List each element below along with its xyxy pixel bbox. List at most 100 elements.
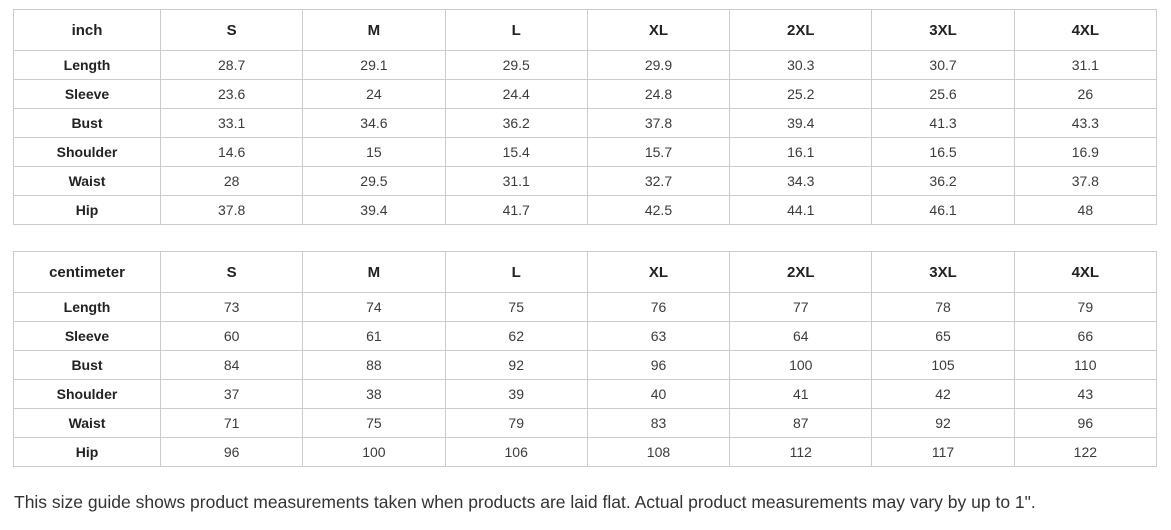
value-cell: 28.7 — [159, 50, 304, 80]
value-cell: 42.5 — [586, 195, 731, 225]
header-row: centimeter S M L XL 2XL 3XL 4XL — [13, 251, 1158, 293]
value-cell: 31.1 — [1013, 50, 1158, 80]
size-guide-note: This size guide shows product measuremen… — [14, 492, 1036, 512]
value-cell: 29.1 — [302, 50, 446, 80]
row-label-cell: Waist — [13, 166, 161, 196]
value-cell: 110 — [1013, 350, 1158, 380]
table-row: Bust 33.1 34.6 36.2 37.8 39.4 41.3 43.3 — [13, 108, 1158, 138]
value-cell: 37 — [159, 379, 304, 409]
size-header-cell: XL — [586, 251, 731, 293]
value-cell: 39.4 — [729, 108, 873, 138]
table-row: Sleeve 60 61 62 63 64 65 66 — [13, 321, 1158, 351]
value-cell: 96 — [159, 437, 304, 467]
value-cell: 40 — [586, 379, 731, 409]
value-cell: 29.9 — [586, 50, 731, 80]
value-cell: 16.1 — [729, 137, 873, 167]
size-header-cell: 2XL — [729, 9, 873, 51]
table-row: Bust 84 88 92 96 100 105 110 — [13, 350, 1158, 380]
size-table-centimeter: centimeter S M L XL 2XL 3XL 4XL Length 73 74 75 76 77… — [13, 251, 1158, 467]
value-cell: 79 — [1013, 292, 1158, 322]
value-cell: 39.4 — [302, 195, 446, 225]
unit-header-cell: centimeter — [13, 251, 161, 293]
size-header-cell: M — [302, 9, 446, 51]
size-header-cell: 4XL — [1013, 251, 1158, 293]
size-header-cell: XL — [586, 9, 731, 51]
row-label-cell: Shoulder — [13, 137, 161, 167]
row-label-cell: Sleeve — [13, 321, 161, 351]
value-cell: 112 — [729, 437, 873, 467]
value-cell: 41.3 — [871, 108, 1015, 138]
value-cell: 64 — [729, 321, 873, 351]
value-cell: 96 — [586, 350, 731, 380]
value-cell: 60 — [159, 321, 304, 351]
value-cell: 31.1 — [444, 166, 588, 196]
value-cell: 29.5 — [302, 166, 446, 196]
table-row: Hip 37.8 39.4 41.7 42.5 44.1 46.1 48 — [13, 195, 1158, 225]
value-cell: 15.7 — [586, 137, 731, 167]
size-header-cell: M — [302, 251, 446, 293]
row-label-cell: Length — [13, 50, 161, 80]
value-cell: 71 — [159, 408, 304, 438]
value-cell: 14.6 — [159, 137, 304, 167]
size-header-cell: S — [159, 251, 304, 293]
value-cell: 30.7 — [871, 50, 1015, 80]
value-cell: 96 — [1013, 408, 1158, 438]
value-cell: 25.6 — [871, 79, 1015, 109]
value-cell: 38 — [302, 379, 446, 409]
value-cell: 34.6 — [302, 108, 446, 138]
value-cell: 32.7 — [586, 166, 731, 196]
value-cell: 36.2 — [871, 166, 1015, 196]
size-table-inch: inch S M L XL 2XL 3XL 4XL Length 28.7 29.1 29.5 29.9… — [13, 9, 1158, 225]
row-label-cell: Shoulder — [13, 379, 161, 409]
value-cell: 37.8 — [1013, 166, 1158, 196]
value-cell: 29.5 — [444, 50, 588, 80]
value-cell: 74 — [302, 292, 446, 322]
value-cell: 88 — [302, 350, 446, 380]
table-row: Sleeve 23.6 24 24.4 24.8 25.2 25.6 26 — [13, 79, 1158, 109]
value-cell: 92 — [444, 350, 588, 380]
value-cell: 73 — [159, 292, 304, 322]
size-tables-container: inch S M L XL 2XL 3XL 4XL Length 28.7 29.1 29.5 29.9… — [13, 9, 1158, 467]
row-label-cell: Sleeve — [13, 79, 161, 109]
value-cell: 78 — [871, 292, 1015, 322]
value-cell: 15 — [302, 137, 446, 167]
table-row: Hip 96 100 106 108 112 117 122 — [13, 437, 1158, 467]
table-row: Waist 28 29.5 31.1 32.7 34.3 36.2 37.8 — [13, 166, 1158, 196]
size-header-cell: 3XL — [871, 9, 1015, 51]
value-cell: 30.3 — [729, 50, 873, 80]
row-label-cell: Waist — [13, 408, 161, 438]
value-cell: 33.1 — [159, 108, 304, 138]
value-cell: 105 — [871, 350, 1015, 380]
value-cell: 15.4 — [444, 137, 588, 167]
value-cell: 100 — [729, 350, 873, 380]
value-cell: 43.3 — [1013, 108, 1158, 138]
value-cell: 24.8 — [586, 79, 731, 109]
table-row: Shoulder 14.6 15 15.4 15.7 16.1 16.5 16.9 — [13, 137, 1158, 167]
value-cell: 16.9 — [1013, 137, 1158, 167]
value-cell: 34.3 — [729, 166, 873, 196]
value-cell: 63 — [586, 321, 731, 351]
value-cell: 87 — [729, 408, 873, 438]
value-cell: 79 — [444, 408, 588, 438]
value-cell: 24.4 — [444, 79, 588, 109]
table-row: Length 73 74 75 76 77 78 79 — [13, 292, 1158, 322]
value-cell: 122 — [1013, 437, 1158, 467]
value-cell: 106 — [444, 437, 588, 467]
value-cell: 66 — [1013, 321, 1158, 351]
value-cell: 76 — [586, 292, 731, 322]
value-cell: 84 — [159, 350, 304, 380]
size-header-cell: 3XL — [871, 251, 1015, 293]
value-cell: 75 — [302, 408, 446, 438]
size-header-cell: 2XL — [729, 251, 873, 293]
unit-header-cell: inch — [13, 9, 161, 51]
table-row: Waist 71 75 79 83 87 92 96 — [13, 408, 1158, 438]
value-cell: 61 — [302, 321, 446, 351]
size-header-cell: L — [444, 9, 588, 51]
size-header-cell: S — [159, 9, 304, 51]
value-cell: 28 — [159, 166, 304, 196]
value-cell: 39 — [444, 379, 588, 409]
table-row: Length 28.7 29.1 29.5 29.9 30.3 30.7 31.1 — [13, 50, 1158, 80]
value-cell: 62 — [444, 321, 588, 351]
value-cell: 36.2 — [444, 108, 588, 138]
